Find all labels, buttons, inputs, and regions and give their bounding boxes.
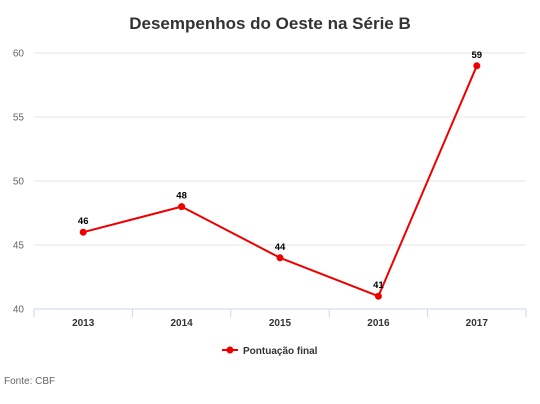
- data-label: 59: [472, 50, 483, 61]
- legend-label: Pontuação final: [243, 346, 318, 357]
- data-point[interactable]: [178, 203, 186, 211]
- x-tick-label: 2014: [170, 318, 193, 329]
- series-pontuacao-final: 46 48 44 41 59: [78, 50, 482, 300]
- data-label: 44: [275, 242, 286, 253]
- x-tick-label: 2016: [367, 318, 390, 329]
- x-tick-label: 2013: [72, 318, 95, 329]
- data-point[interactable]: [473, 62, 481, 70]
- legend[interactable]: Pontuação final: [222, 346, 318, 357]
- y-axis-tick-labels: 40 45 50 55 60: [13, 49, 25, 316]
- data-point[interactable]: [276, 254, 284, 262]
- data-label: 41: [373, 280, 384, 291]
- data-point[interactable]: [374, 292, 382, 300]
- y-tick-label: 55: [13, 113, 25, 124]
- data-label: 46: [78, 216, 89, 227]
- chart-title: Desempenhos do Oeste na Série B: [129, 14, 411, 33]
- source-note: Fonte: CBF: [4, 376, 55, 387]
- x-axis: 2013 2014 2015 2016 2017: [33, 308, 527, 329]
- y-tick-label: 40: [13, 305, 25, 316]
- x-tick-label: 2017: [466, 318, 489, 329]
- data-point[interactable]: [79, 228, 87, 236]
- data-label: 48: [176, 191, 187, 202]
- y-tick-label: 60: [13, 49, 25, 60]
- y-tick-label: 50: [13, 177, 25, 188]
- legend-marker-icon: [226, 346, 234, 354]
- gridlines: [34, 52, 526, 246]
- y-tick-label: 45: [13, 241, 25, 252]
- x-tick-label: 2015: [269, 318, 292, 329]
